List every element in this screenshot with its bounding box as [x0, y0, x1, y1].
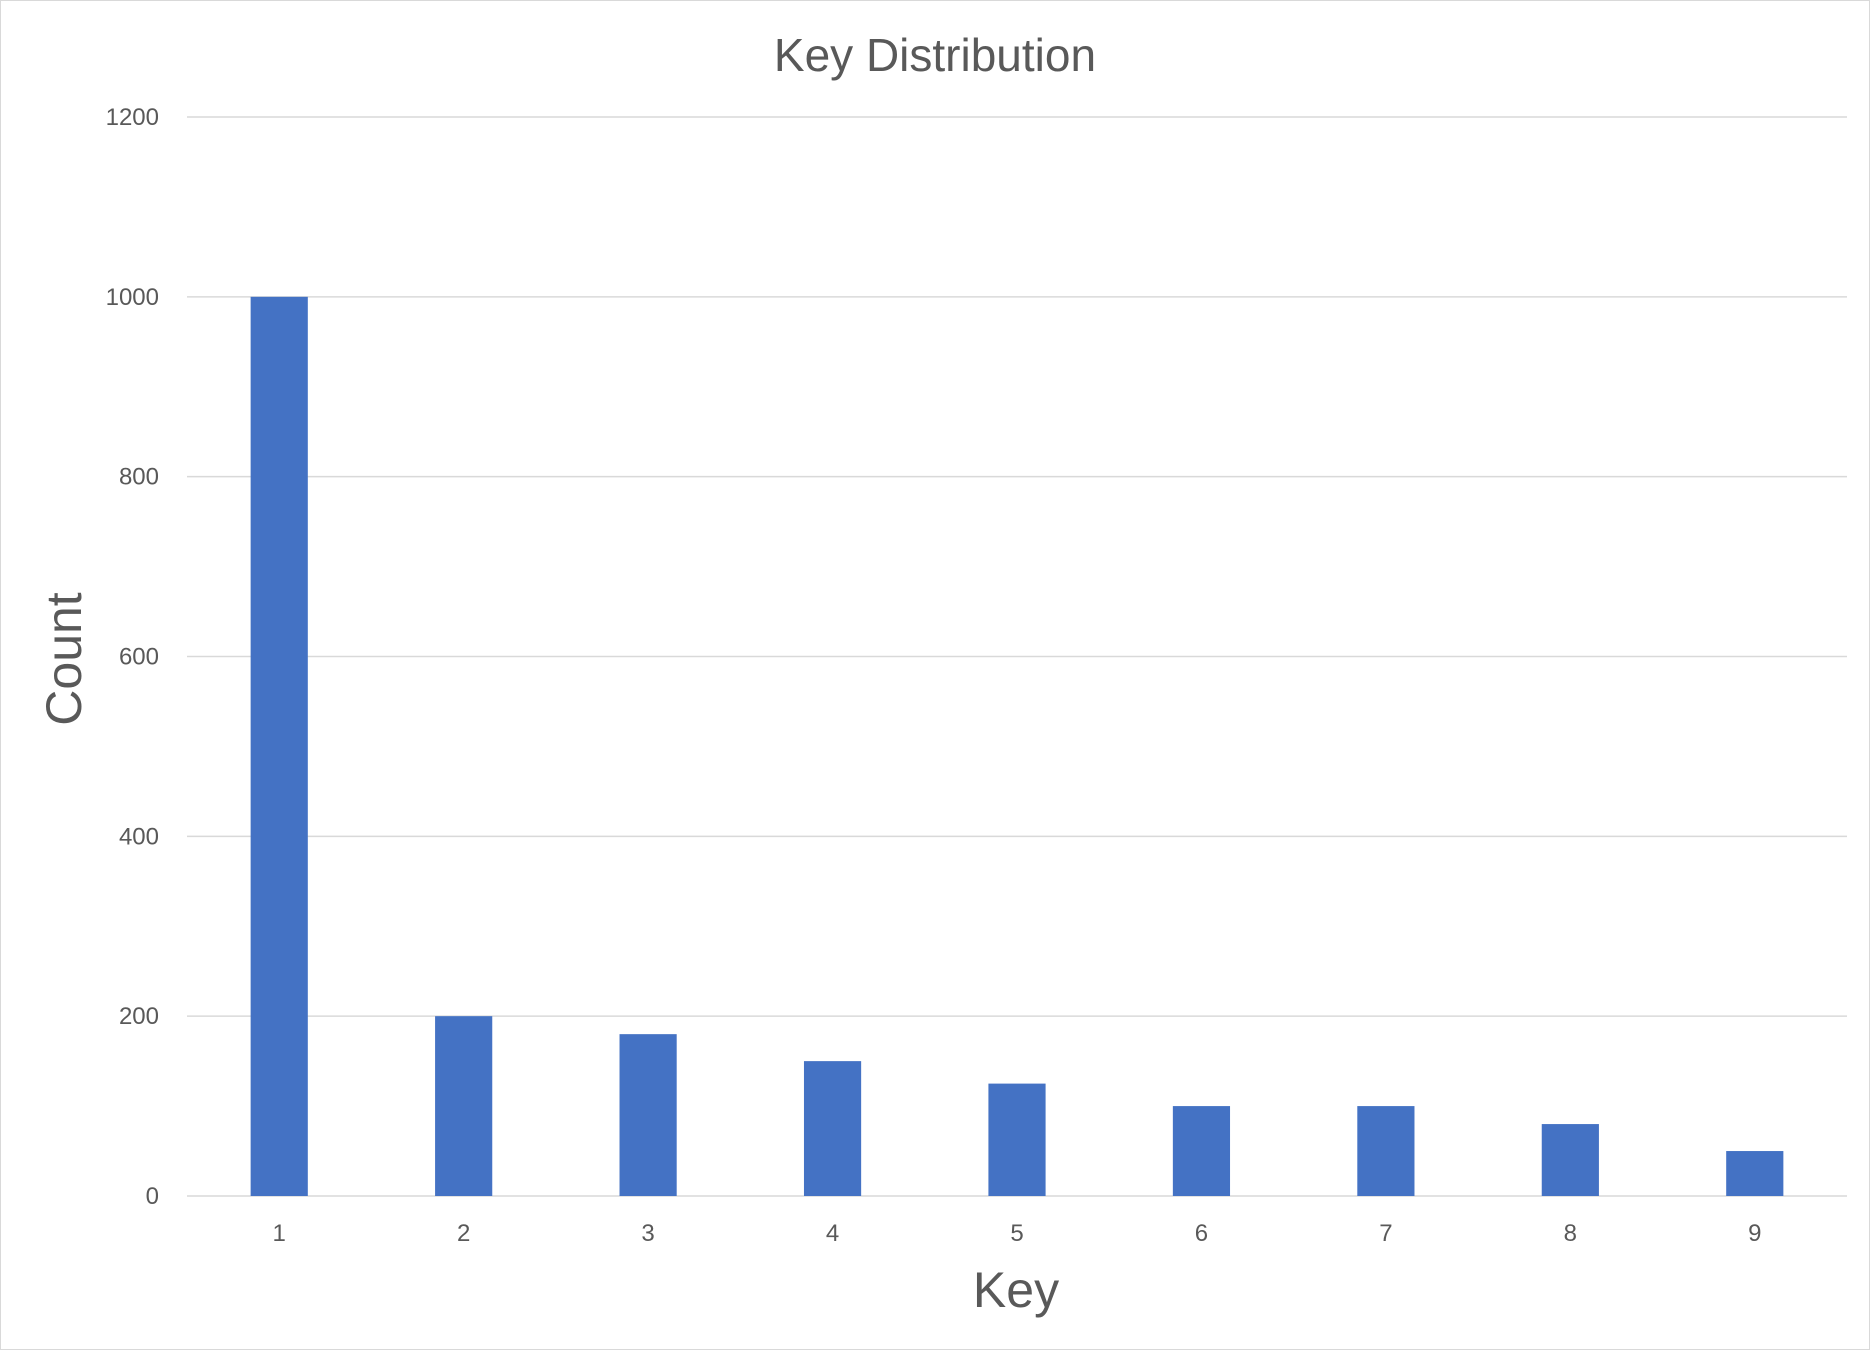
y-tick-label: 1200 — [106, 104, 159, 131]
x-tick-label: 6 — [1195, 1220, 1208, 1247]
x-tick-label: 8 — [1564, 1220, 1577, 1247]
x-tick-label: 7 — [1379, 1220, 1392, 1247]
x-tick-label: 4 — [826, 1220, 839, 1247]
y-tick-label: 1000 — [106, 284, 159, 311]
bar-key-9 — [1726, 1151, 1784, 1196]
x-tick-label: 3 — [641, 1220, 654, 1247]
bar-key-8 — [1541, 1124, 1599, 1196]
bar-key-6 — [1172, 1106, 1231, 1196]
x-tick-label: 9 — [1748, 1220, 1761, 1247]
y-tick-label: 0 — [146, 1183, 159, 1210]
bar-key-2 — [435, 1016, 493, 1196]
bar-key-1 — [250, 296, 308, 1196]
y-tick-label: 200 — [119, 1003, 159, 1030]
y-axis-ticks: 0 200 400 600 800 1000 1200 — [106, 104, 159, 1210]
y-tick-label: 400 — [119, 823, 159, 850]
y-tick-label: 600 — [119, 644, 159, 671]
chart-title: Key Distribution — [774, 29, 1096, 81]
bar-key-4 — [803, 1061, 862, 1196]
x-tick-label: 1 — [273, 1220, 286, 1247]
x-axis-ticks: 1 2 3 4 5 6 7 8 9 — [273, 1220, 1762, 1247]
y-tick-label: 800 — [119, 464, 159, 491]
y-axis-title: Count — [36, 592, 92, 726]
x-tick-label: 5 — [1010, 1220, 1023, 1247]
bar-key-5 — [988, 1083, 1046, 1196]
x-tick-label: 2 — [457, 1220, 470, 1247]
bar-key-7 — [1357, 1106, 1415, 1196]
bar-key-3 — [619, 1034, 677, 1196]
bars — [250, 296, 1784, 1196]
x-axis-title: Key — [973, 1262, 1059, 1318]
